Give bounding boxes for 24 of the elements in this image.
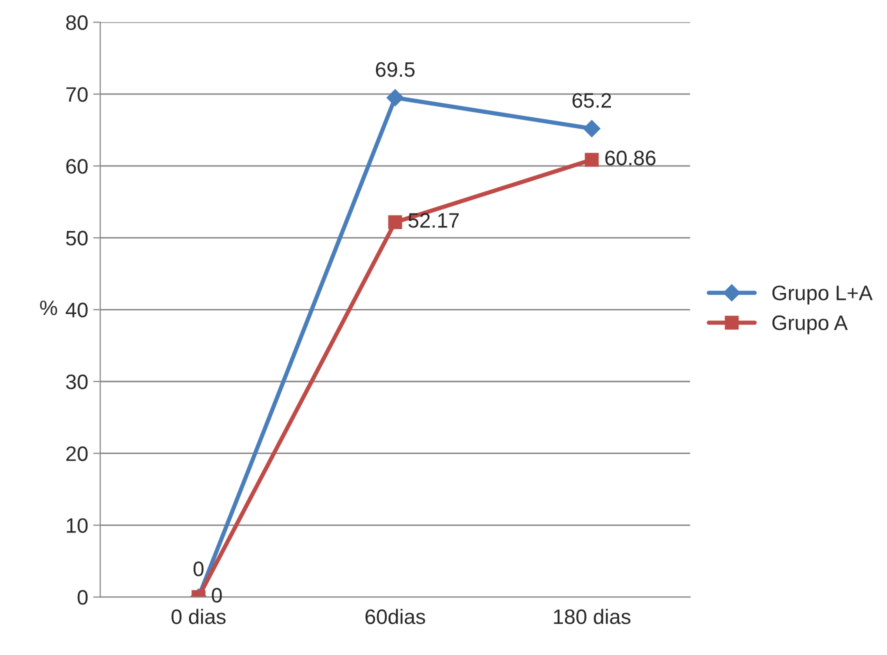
y-tick-label: 80: [66, 15, 88, 30]
y-tick-label: 0: [78, 590, 88, 605]
point: [388, 215, 402, 230]
data-label: 52.17: [408, 213, 459, 228]
y-tick-label: 20: [66, 446, 88, 462]
y-tick-label: 60: [66, 158, 88, 174]
point: [583, 120, 600, 138]
y-tick-label: 30: [66, 374, 88, 390]
data-label: 60.86: [605, 150, 656, 166]
x-tick-label: 180 dias: [554, 608, 630, 624]
point: [386, 89, 404, 106]
data-label: 0: [194, 561, 204, 576]
y-tick-label: 50: [66, 230, 88, 246]
legend-label: Grupo L+A: [772, 286, 873, 304]
data-label: 69.5: [376, 62, 415, 77]
data-label: 65.2: [572, 93, 612, 108]
x-tick-label: 60dias: [366, 608, 426, 624]
x-tick-label: 0 dias: [172, 608, 226, 624]
y-tick-label: 70: [66, 87, 88, 102]
point: [584, 152, 599, 167]
y-axis-title: %: [40, 300, 58, 316]
legend-label: Grupo A: [772, 315, 848, 334]
y-tick-label: 10: [66, 518, 88, 533]
y-tick-label: 40: [66, 302, 88, 318]
